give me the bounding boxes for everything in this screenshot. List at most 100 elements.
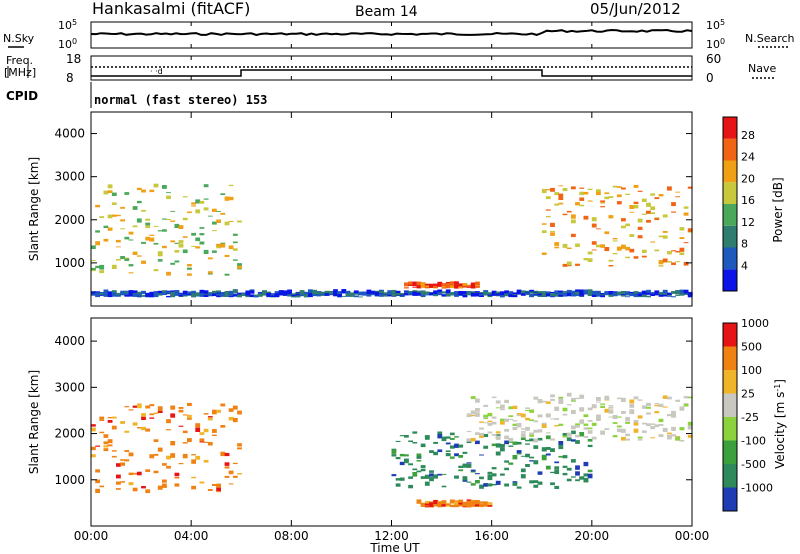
velocity-cell [237, 443, 242, 447]
velocity-cell [583, 461, 589, 467]
power-cell [374, 291, 380, 296]
power-cell [433, 286, 438, 288]
velocity-cell [124, 406, 130, 408]
power-cell [550, 232, 555, 236]
power-cell [120, 293, 125, 296]
power-cell [662, 258, 668, 263]
velocity-cell [516, 452, 522, 455]
power-cell [253, 295, 259, 298]
power-cell [612, 292, 618, 297]
velocity-cell [475, 412, 480, 417]
power-cell [675, 261, 681, 263]
power-cell [412, 291, 418, 294]
velocity-cell [199, 481, 205, 484]
velocity-cell [487, 423, 493, 426]
velocity-cell [558, 446, 564, 450]
power-cell [207, 273, 213, 275]
power-cell [328, 291, 334, 294]
velocity-cell [424, 474, 430, 479]
velocity-cell [470, 396, 476, 400]
velocity-cells [91, 392, 693, 508]
power-cell [616, 194, 622, 198]
noise-line [90, 28, 693, 37]
velocity-cell [558, 398, 564, 403]
power-cell [675, 250, 681, 253]
power-cell [170, 210, 176, 212]
power-cell [116, 294, 121, 297]
velocity-cell [149, 454, 155, 459]
power-cell [170, 295, 176, 298]
velocity-cell [487, 431, 493, 434]
power-cell [283, 293, 288, 296]
power-cell [420, 282, 426, 286]
power-cell [575, 202, 580, 206]
power-cell [178, 293, 184, 295]
velocity-cell [458, 444, 464, 448]
power-cell [533, 294, 539, 296]
power-cell [324, 293, 330, 296]
power-cell [550, 222, 555, 227]
velocity-cell [420, 469, 426, 472]
power-cell [596, 290, 601, 294]
power-cell [182, 249, 188, 254]
power-cell [203, 290, 209, 294]
power-cell [99, 293, 105, 295]
velocity-cell [587, 407, 593, 411]
velocity-cell [232, 405, 238, 410]
velocity-cell [479, 503, 484, 505]
power-cell [650, 294, 656, 296]
velocity-cell [420, 443, 426, 448]
power-cell [220, 243, 226, 248]
velocity-cell [512, 441, 518, 445]
power-cell [99, 270, 105, 274]
power-cell [621, 295, 626, 297]
power-cell [646, 289, 651, 294]
power-cell [437, 291, 443, 295]
velocity-cell [466, 413, 472, 415]
colorbar-swatch [723, 204, 737, 226]
power-cell [237, 292, 242, 295]
power-cell [529, 291, 534, 294]
velocity-cell [149, 417, 155, 419]
velocity-cell [437, 431, 443, 435]
velocity-cell [616, 425, 622, 428]
velocity-cell [203, 428, 209, 433]
power-cell [153, 269, 159, 272]
power-cell [228, 220, 234, 222]
power-cell [203, 198, 209, 200]
x-tick-label: 12:00 [374, 529, 409, 543]
velocity-cell [504, 435, 509, 440]
power-cell [128, 239, 134, 241]
power-cell [203, 249, 209, 254]
power-cell [237, 293, 242, 298]
power-cell [103, 289, 109, 294]
power-cell [575, 264, 580, 266]
velocity-cell [479, 421, 484, 423]
power-cell [487, 292, 493, 295]
power-cell [416, 286, 422, 289]
power-cell [162, 245, 167, 249]
velocity-cell [579, 432, 585, 437]
power-cell [107, 184, 113, 189]
nave-tick-bottom: 0 [706, 71, 714, 85]
power-cell [600, 206, 605, 208]
velocity-cell [182, 453, 188, 459]
power-cell [395, 290, 401, 295]
power-cell [166, 295, 171, 298]
power-cell [558, 185, 564, 187]
velocity-cell [487, 483, 493, 487]
velocity-cell [667, 434, 672, 440]
velocity-cell [449, 504, 455, 508]
velocity-y-ticks: 1000 2000 3000 4000 [54, 334, 692, 487]
power-cell [136, 187, 142, 190]
power-cell [128, 292, 134, 295]
x-tick-label: 04:00 [174, 529, 209, 543]
velocity-cell [95, 479, 100, 484]
power-cell [95, 241, 100, 246]
velocity-cell [191, 485, 196, 490]
power-cell [324, 290, 330, 294]
colorbar-swatch [723, 440, 737, 464]
velocity-cell [224, 466, 230, 469]
velocity-cell [391, 474, 397, 477]
velocity-cell [99, 419, 105, 421]
